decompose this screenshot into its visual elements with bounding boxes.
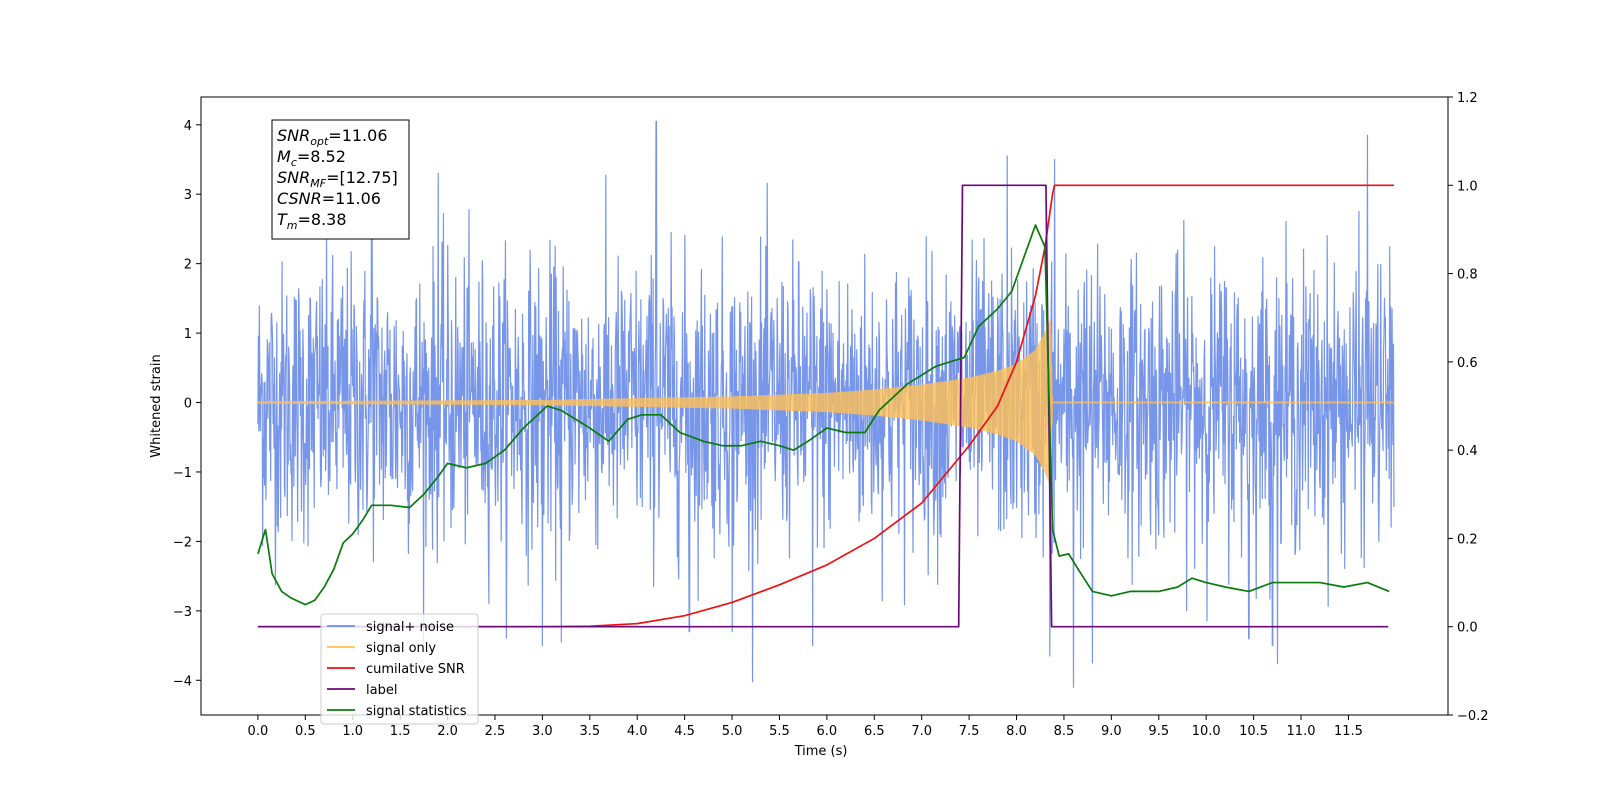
x-tick-label: 3.0 [532,724,553,739]
x-tick-label: 11.5 [1334,724,1363,739]
y-right-tick-label: 1.0 [1457,179,1478,194]
x-tick-label: 8.5 [1054,724,1075,739]
annotation-frame [271,119,410,240]
series-layer [257,120,1395,688]
x-tick-label: 6.5 [864,724,885,739]
x-tick-label: 9.0 [1101,724,1122,739]
legend-frame [320,613,479,725]
x-tick-label: 3.5 [579,724,600,739]
y-right-tick-label: 1.2 [1457,91,1478,106]
y-axis: −4 −3 −2 −1 0 1 2 3 4 [173,119,201,689]
y-tick-label: 1 [184,327,192,342]
legend-label: label [366,683,397,698]
plot-area [257,120,1395,688]
y-tick-label: 3 [184,188,192,203]
y-right-tick-label: −0.2 [1457,709,1489,724]
x-axis-label: Time (s) [794,744,848,759]
y-tick-label: −4 [173,674,192,689]
legend-label: signal statistics [366,704,467,719]
series-line-3 [257,184,1389,628]
annotation-line: Mc=8.52 [277,147,346,169]
annotation-line: SNRMF=[12.75] [277,168,398,190]
x-tick-label: 5.5 [769,724,790,739]
x-tick-label: 10.0 [1192,724,1221,739]
annotation-line: CSNR=11.06 [277,189,381,208]
x-axis: 0.0 0.5 1.0 1.5 2.0 2.5 3.0 3.5 4.0 4.5 5.0 5.5 6.0 6… [248,715,1363,739]
series-line-4 [257,224,1390,606]
legend-label: signal+ noise [366,620,454,635]
x-tick-label: 10.5 [1239,724,1268,739]
x-tick-label: 5.0 [722,724,743,739]
y-right-tick-label: 0.0 [1457,621,1478,636]
x-tick-label: 1.5 [390,724,411,739]
y-tick-label: 4 [184,119,192,134]
y-tick-label: −3 [173,605,192,620]
series-line-0 [257,120,1395,688]
plot-frame [200,96,1449,716]
x-tick-label: 8.0 [1006,724,1027,739]
y-axis-right: −0.2 0.0 0.2 0.4 0.6 0.8 1.0 1.2 [1448,91,1489,724]
annotation-line: Tm=8.38 [277,210,347,232]
x-tick-label: 2.0 [437,724,458,739]
x-tick-label: 2.5 [485,724,506,739]
y-tick-label: 2 [184,258,192,273]
x-tick-label: 9.5 [1148,724,1169,739]
x-tick-label: 7.0 [911,724,932,739]
x-tick-label: 4.5 [674,724,695,739]
x-tick-label: 6.0 [817,724,838,739]
x-tick-label: 4.0 [627,724,648,739]
legend-label: signal only [366,641,436,656]
annotation-line: SNRopt=11.06 [277,126,388,148]
y-axis-label: Whitened strain [149,354,164,457]
y-tick-label: 0 [184,397,192,412]
legend-label: cumilative SNR [366,662,465,677]
y-tick-label: −1 [173,466,192,481]
series-line-1 [257,319,1395,487]
x-tick-label: 0.0 [248,724,269,739]
x-tick-label: 7.5 [959,724,980,739]
y-right-tick-label: 0.6 [1457,356,1478,371]
x-tick-label: 11.0 [1287,724,1316,739]
y-tick-label: −2 [173,535,192,550]
y-right-tick-label: 0.8 [1457,268,1478,283]
annotation-box: SNRopt=11.06Mc=8.52SNRMF=[12.75]CSNR=11.… [271,119,410,240]
y-right-tick-label: 0.2 [1457,532,1478,547]
legend: signal+ noise signal only cumilative SNR la… [320,613,479,725]
x-tick-label: 1.0 [342,724,363,739]
y-right-tick-label: 0.4 [1457,444,1478,459]
x-tick-label: 0.5 [295,724,316,739]
